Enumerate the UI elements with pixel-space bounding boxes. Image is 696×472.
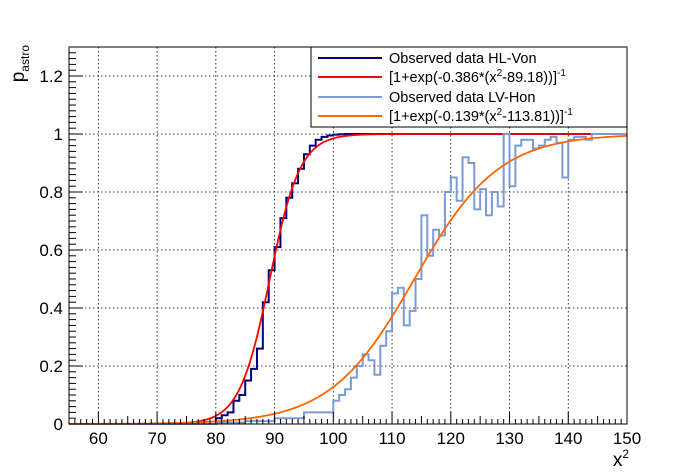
- legend: Observed data HL-Von [1+exp(-0.386*(x2-8…: [310, 46, 628, 128]
- y-tick-label: 0.4: [39, 299, 63, 318]
- x-tick-label: 110: [378, 429, 405, 448]
- x-tick-label: 120: [437, 429, 465, 448]
- legend-label-hl-data: Observed data HL-Von: [389, 51, 537, 67]
- axis-ticks: [68, 46, 628, 425]
- y-tick-label: 1.2: [39, 67, 63, 86]
- legend-label-lv-fit: [1+exp(-0.139*(x2-113.81))]-1: [389, 107, 573, 125]
- x-tick-label: 140: [554, 429, 582, 448]
- x-tick-label: 60: [89, 429, 108, 448]
- y-tick-label: 1: [54, 125, 63, 144]
- legend-label-hl-fit: [1+exp(-0.386*(x2-89.18))]-1: [389, 68, 566, 86]
- y-tick-label: 0.2: [39, 357, 63, 376]
- tick-labels: 60 70 80 90 100 110 120 130 140 150 0 0.2 0.4 0.6 0.8 1…: [39, 67, 641, 448]
- y-axis-title: pastro: [8, 45, 32, 83]
- x-tick-label: 80: [206, 429, 225, 448]
- x-tick-label: 130: [495, 429, 523, 448]
- x-tick-label: 70: [148, 429, 167, 448]
- series-layer: [69, 133, 628, 425]
- legend-entry-hl-data: Observed data HL-Von: [318, 51, 537, 67]
- legend-entry-lv-data: Observed data LV-Hon: [318, 90, 535, 106]
- y-tick-label: 0: [54, 415, 63, 434]
- x-tick-label: 90: [265, 429, 284, 448]
- legend-label-lv-data: Observed data LV-Hon: [389, 90, 535, 106]
- series-line-3: [69, 134, 628, 425]
- y-tick-label: 0.6: [39, 241, 63, 260]
- y-tick-label: 0.8: [39, 183, 63, 202]
- legend-box: [310, 46, 628, 128]
- legend-entry-hl-fit: [1+exp(-0.386*(x2-89.18))]-1: [318, 68, 566, 86]
- x-tick-label: 100: [319, 429, 347, 448]
- series-line-2: [69, 133, 627, 425]
- series-line-1: [69, 133, 627, 425]
- x-tick-label: 150: [613, 429, 641, 448]
- series-line-0: [69, 133, 627, 425]
- x-axis-title: x2: [613, 447, 630, 471]
- legend-entry-lv-fit: [1+exp(-0.139*(x2-113.81))]-1: [318, 107, 573, 125]
